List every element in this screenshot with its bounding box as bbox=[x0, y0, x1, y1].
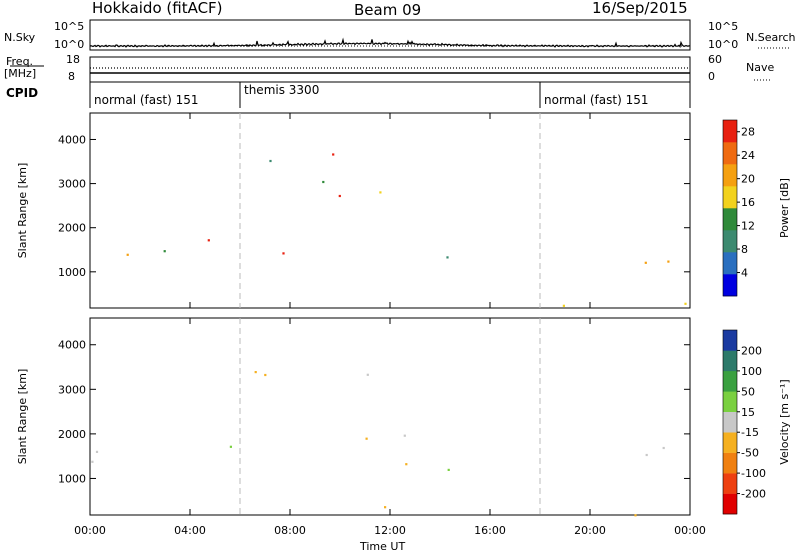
echo-cell bbox=[646, 454, 648, 456]
cbtick-label-velocity-5: -50 bbox=[741, 447, 759, 460]
cbtick-label-velocity-2: 50 bbox=[741, 385, 755, 398]
echo-cell bbox=[208, 239, 210, 241]
colorbar-label-power: Power [dB] bbox=[778, 178, 791, 238]
ytick-label-velocity-0: 1000 bbox=[58, 472, 86, 485]
echo-cell bbox=[663, 447, 665, 449]
echo-cell bbox=[404, 435, 406, 437]
cbtick-label-velocity-3: 15 bbox=[741, 406, 755, 419]
echo-cell bbox=[634, 514, 636, 516]
echo-cell bbox=[91, 461, 93, 463]
echo-cell bbox=[96, 451, 98, 453]
echo-cell bbox=[645, 262, 647, 264]
ytick-label-power-3: 4000 bbox=[58, 133, 86, 146]
freq-panel-frame bbox=[90, 57, 690, 82]
xtick-label-2: 08:00 bbox=[274, 524, 306, 537]
cbtick-label-velocity-1: 100 bbox=[741, 365, 762, 378]
xtick-label-3: 12:00 bbox=[374, 524, 406, 537]
ylabel-power: Slant Range [km] bbox=[16, 163, 29, 259]
cbtick-label-power-2: 12 bbox=[741, 220, 755, 233]
xtick-label-5: 20:00 bbox=[574, 524, 606, 537]
cbtick-label-velocity-4: -15 bbox=[741, 426, 759, 439]
echo-cell bbox=[339, 195, 341, 197]
cbtick-label-power-5: 24 bbox=[741, 149, 755, 162]
panel-frame-power bbox=[90, 113, 690, 308]
colorbar-cell-velocity-6 bbox=[723, 371, 737, 392]
cbtick-label-power-0: 4 bbox=[741, 267, 748, 280]
colorbar-cell-power-5 bbox=[723, 164, 737, 186]
colorbar-cell-velocity-5 bbox=[723, 391, 737, 412]
colorbar-cell-power-0 bbox=[723, 274, 737, 296]
colorbar-cell-power-1 bbox=[723, 252, 737, 274]
ytick-label-velocity-2: 3000 bbox=[58, 383, 86, 396]
colorbar-cell-power-2 bbox=[723, 230, 737, 252]
echo-cell bbox=[379, 191, 381, 193]
xtick-label-6: 00:00 bbox=[674, 524, 706, 537]
echo-cell bbox=[405, 463, 407, 465]
xtick-label-1: 04:00 bbox=[174, 524, 206, 537]
echo-cell bbox=[127, 254, 129, 256]
cbtick-label-power-1: 8 bbox=[741, 243, 748, 256]
cbtick-label-power-3: 16 bbox=[741, 196, 755, 209]
echo-cell bbox=[448, 469, 450, 471]
colorbar-cell-velocity-0 bbox=[723, 494, 737, 515]
echo-cell bbox=[563, 305, 565, 307]
colorbar-cell-power-4 bbox=[723, 186, 737, 208]
ytick-label-power-2: 3000 bbox=[58, 178, 86, 191]
radar-chart: 1000 2000 3000 4000 Slant Range [km] 4 8 12 16 20… bbox=[0, 0, 800, 554]
cbtick-label-power-4: 20 bbox=[741, 173, 755, 186]
colorbar-cell-velocity-7 bbox=[723, 350, 737, 371]
echo-cell bbox=[446, 256, 448, 258]
echo-cell bbox=[684, 303, 686, 305]
cbtick-label-power-6: 28 bbox=[741, 126, 755, 139]
echo-cell bbox=[255, 371, 257, 373]
echo-cell bbox=[384, 506, 386, 508]
colorbar-cell-velocity-4 bbox=[723, 412, 737, 433]
echo-cell bbox=[264, 374, 266, 376]
colorbar-label-velocity: Velocity [m s⁻¹] bbox=[778, 379, 791, 464]
xtick-label-4: 16:00 bbox=[474, 524, 506, 537]
colorbar-cell-velocity-1 bbox=[723, 473, 737, 494]
ytick-label-power-0: 1000 bbox=[58, 266, 86, 279]
cbtick-label-velocity-7: -200 bbox=[741, 488, 766, 501]
echo-cell bbox=[322, 181, 324, 183]
ylabel-velocity: Slant Range [km] bbox=[16, 369, 29, 465]
echo-cell bbox=[332, 153, 334, 155]
ytick-label-velocity-1: 2000 bbox=[58, 428, 86, 441]
colorbar-cell-velocity-3 bbox=[723, 432, 737, 453]
colorbar-cell-velocity-8 bbox=[723, 330, 737, 351]
echo-cell bbox=[367, 374, 369, 376]
ytick-label-velocity-3: 4000 bbox=[58, 339, 86, 352]
colorbar-cell-velocity-2 bbox=[723, 453, 737, 474]
colorbar-cell-power-7 bbox=[723, 120, 737, 142]
ytick-label-power-1: 2000 bbox=[58, 222, 86, 235]
cbtick-label-velocity-6: -100 bbox=[741, 467, 766, 480]
colorbar-cell-power-6 bbox=[723, 142, 737, 164]
echo-cell bbox=[366, 438, 368, 440]
x-axis-label: Time UT bbox=[360, 541, 405, 552]
colorbar-cell-power-3 bbox=[723, 208, 737, 230]
echo-cell bbox=[282, 252, 284, 254]
cbtick-label-velocity-0: 200 bbox=[741, 344, 762, 357]
panel-frame-velocity bbox=[90, 318, 690, 515]
echo-cell bbox=[667, 261, 669, 263]
xtick-label-0: 00:00 bbox=[74, 524, 106, 537]
echo-cell bbox=[230, 446, 232, 448]
echo-cell bbox=[164, 250, 166, 252]
echo-cell bbox=[269, 160, 271, 162]
